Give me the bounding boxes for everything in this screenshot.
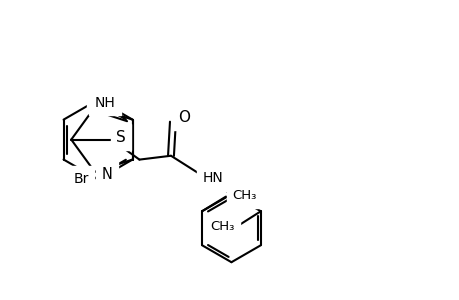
Text: S: S (116, 130, 126, 145)
Text: Br: Br (73, 172, 89, 185)
Text: NH: NH (94, 96, 115, 110)
Text: N: N (92, 92, 103, 107)
Text: CH₃: CH₃ (209, 220, 234, 233)
Text: CH₃: CH₃ (232, 189, 257, 202)
Text: O: O (178, 110, 190, 125)
Text: N: N (101, 167, 112, 182)
Text: HN: HN (202, 171, 223, 185)
